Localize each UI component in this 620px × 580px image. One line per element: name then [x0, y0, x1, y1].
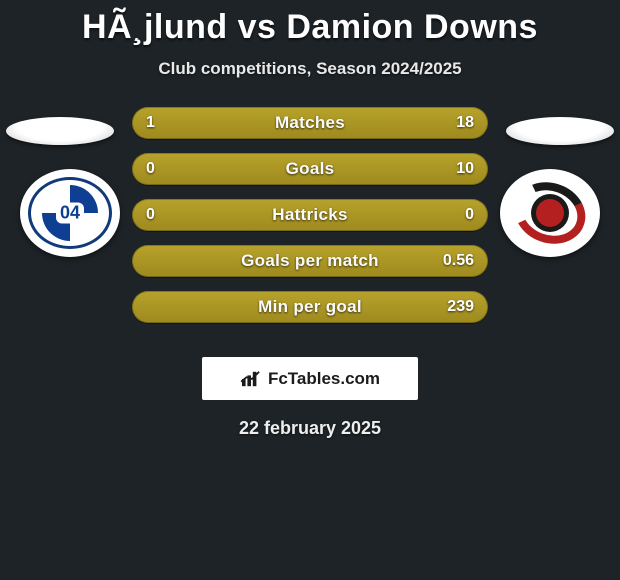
page-title: HÃ¸jlund vs Damion Downs [0, 0, 620, 47]
stat-label: Hattricks [272, 205, 347, 225]
stat-label: Min per goal [258, 297, 362, 317]
comparison-area: 04 1 Matches 18 0 Goals 10 0 Hattricks 0 Goals pe… [0, 107, 620, 347]
bars-icon [240, 370, 262, 388]
ball-decoration-right [506, 117, 614, 145]
stat-right-value: 239 [447, 298, 474, 316]
stat-right-value: 0 [465, 206, 474, 224]
stat-row: Goals per match 0.56 [132, 245, 488, 277]
stat-row: 0 Hattricks 0 [132, 199, 488, 231]
stat-row: Min per goal 239 [132, 291, 488, 323]
brand-text: FcTables.com [268, 369, 380, 389]
stat-right-value: 10 [456, 160, 474, 178]
stat-right-value: 0.56 [443, 252, 474, 270]
stat-left-value: 1 [146, 114, 155, 132]
date-text: 22 february 2025 [0, 418, 620, 439]
stat-label: Matches [275, 113, 345, 133]
stat-row: 1 Matches 18 [132, 107, 488, 139]
team-crest-right [500, 169, 600, 257]
stat-left-value: 0 [146, 160, 155, 178]
stat-rows: 1 Matches 18 0 Goals 10 0 Hattricks 0 Goals per m… [132, 107, 488, 337]
stat-right-value: 18 [456, 114, 474, 132]
stat-label: Goals per match [241, 251, 379, 271]
team-crest-left: 04 [20, 169, 120, 257]
ball-decoration-left [6, 117, 114, 145]
stat-row: 0 Goals 10 [132, 153, 488, 185]
brand-badge: FcTables.com [202, 357, 418, 400]
stat-left-value: 0 [146, 206, 155, 224]
stat-label: Goals [286, 159, 335, 179]
page-subtitle: Club competitions, Season 2024/2025 [0, 59, 620, 79]
crest-left-text: 04 [56, 203, 84, 224]
